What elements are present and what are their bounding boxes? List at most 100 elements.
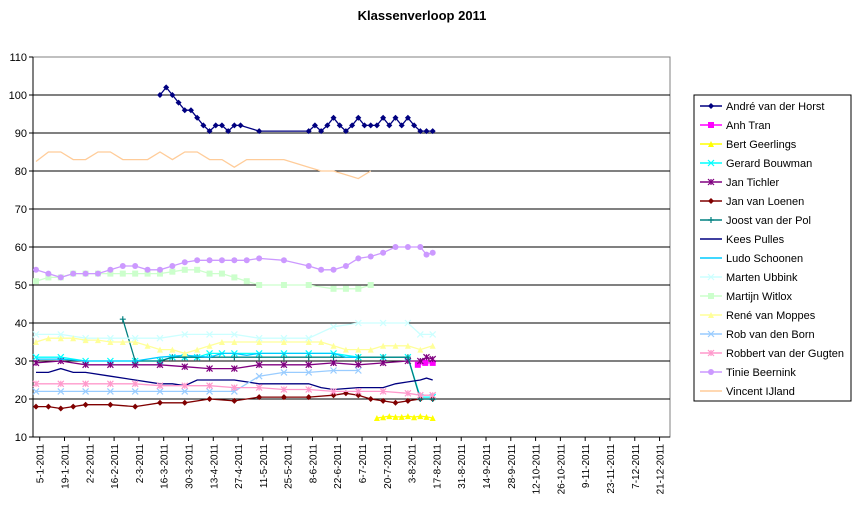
- data-point: [256, 394, 263, 401]
- x-tick-label: 9-11-2011: [581, 444, 592, 489]
- legend-entry: Martijn Witlox: [726, 291, 793, 303]
- series-line-ludo-schoonen: [36, 352, 359, 362]
- data-point: [280, 282, 287, 288]
- data-point: [181, 259, 188, 266]
- legend-swatch-marker: [708, 312, 714, 318]
- data-point: [255, 361, 263, 369]
- y-tick-label: 80: [15, 166, 27, 178]
- data-point: [132, 270, 139, 277]
- data-point: [423, 413, 430, 420]
- data-point: [131, 387, 139, 395]
- data-point: [380, 249, 387, 256]
- data-point: [194, 114, 201, 121]
- data-point: [237, 122, 244, 129]
- data-point: [255, 334, 263, 342]
- data-point: [416, 357, 424, 365]
- data-point: [404, 319, 412, 327]
- data-point: [119, 316, 126, 323]
- data-point: [175, 99, 182, 106]
- data-point: [404, 413, 411, 420]
- data-point: [119, 339, 126, 345]
- data-point: [417, 128, 424, 135]
- data-point: [218, 122, 225, 129]
- data-point: [429, 415, 436, 421]
- x-tick-label: 16-3-2011: [160, 444, 171, 489]
- data-point: [367, 253, 374, 260]
- data-point: [243, 278, 250, 285]
- data-point: [156, 358, 163, 364]
- data-point: [342, 285, 349, 292]
- y-tick-label: 70: [15, 204, 27, 216]
- x-tick-label: 19-1-2011: [61, 444, 72, 489]
- legend-entry: Vincent IJland: [726, 386, 795, 398]
- legend-entry: Jan van Loenen: [726, 196, 804, 208]
- data-point: [256, 255, 263, 262]
- data-point: [33, 339, 39, 345]
- data-point: [255, 372, 263, 380]
- data-point: [32, 387, 40, 395]
- data-point: [206, 387, 213, 395]
- data-point: [144, 342, 151, 349]
- data-point: [367, 122, 374, 129]
- data-point: [32, 330, 40, 338]
- data-point: [404, 114, 411, 121]
- x-tick-label: 7-12-2011: [631, 444, 642, 489]
- data-point: [225, 128, 232, 135]
- legend-entry: André van der Horst: [726, 101, 824, 113]
- data-point: [206, 349, 213, 357]
- data-point: [206, 128, 213, 135]
- x-tick-label: 11-5-2011: [259, 444, 270, 489]
- data-point: [417, 244, 424, 250]
- x-tick-label: 17-8-2011: [432, 444, 443, 489]
- data-point: [131, 380, 139, 388]
- data-point: [163, 84, 170, 91]
- data-point: [349, 122, 356, 129]
- legend-box: [693, 94, 852, 402]
- x-tick-label: 6-7-2011: [358, 444, 369, 484]
- data-point: [156, 346, 163, 353]
- data-point: [305, 128, 312, 135]
- data-point: [354, 387, 362, 395]
- data-point: [169, 92, 176, 98]
- data-point: [106, 387, 114, 395]
- data-point: [57, 335, 64, 342]
- series-anh-tran: [414, 359, 436, 368]
- series-rene-van-moppes: [33, 335, 436, 357]
- data-point: [82, 380, 90, 388]
- legend-swatch-marker: [707, 178, 715, 186]
- x-tick-label: 2-2-2011: [85, 444, 96, 484]
- data-point: [94, 337, 101, 344]
- x-tick-label: 28-9-2011: [507, 444, 518, 489]
- data-point: [392, 342, 399, 349]
- series-ludo-schoonen: [36, 352, 359, 362]
- chart-title: Klassenverloop 2011: [358, 8, 487, 23]
- legend-entry: Robbert van der Gugten: [726, 348, 844, 360]
- data-point: [256, 354, 263, 361]
- x-tick-label: 30-3-2011: [184, 444, 195, 489]
- data-point: [218, 257, 225, 264]
- legend-swatch-marker: [707, 330, 715, 338]
- data-point: [423, 251, 430, 258]
- y-tick-label: 110: [9, 52, 27, 64]
- series-vincent-ijland: [35, 151, 372, 180]
- series-line-vincent-ijland: [35, 151, 372, 180]
- data-point: [429, 330, 437, 338]
- data-point: [414, 361, 421, 368]
- data-point: [106, 380, 114, 388]
- data-point: [32, 380, 40, 388]
- data-point: [355, 285, 362, 292]
- series-jan-tichler: [32, 353, 437, 373]
- series-line-bert-geerlings: [376, 415, 433, 419]
- data-point: [318, 266, 325, 273]
- data-point: [57, 387, 65, 395]
- data-point: [280, 361, 288, 369]
- legend-entry: Gerard Bouwman: [726, 158, 812, 170]
- data-point: [280, 257, 287, 264]
- data-point: [411, 122, 418, 129]
- data-point: [256, 128, 263, 135]
- data-point: [119, 263, 126, 269]
- y-tick-label: 100: [9, 90, 27, 102]
- data-point: [392, 413, 399, 420]
- data-point: [57, 405, 64, 412]
- data-point: [57, 274, 64, 281]
